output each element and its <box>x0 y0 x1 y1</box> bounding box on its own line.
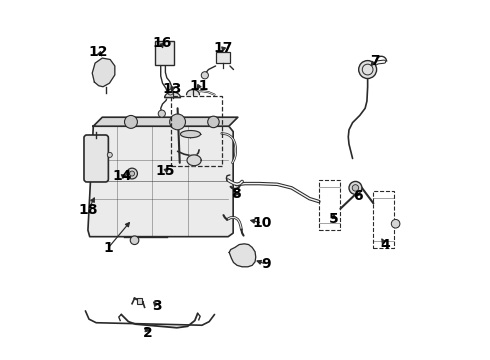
Polygon shape <box>187 90 199 95</box>
Circle shape <box>359 60 377 78</box>
Text: 16: 16 <box>152 36 172 50</box>
Bar <box>137 298 143 304</box>
Polygon shape <box>165 92 180 98</box>
Text: 12: 12 <box>88 45 108 59</box>
Polygon shape <box>180 131 200 138</box>
Circle shape <box>130 236 139 244</box>
Circle shape <box>124 116 137 129</box>
Text: 10: 10 <box>252 216 272 230</box>
Circle shape <box>208 116 219 128</box>
Text: 15: 15 <box>156 164 175 178</box>
Circle shape <box>107 152 112 157</box>
Circle shape <box>352 185 359 191</box>
Text: 18: 18 <box>78 203 98 217</box>
Bar <box>216 52 230 63</box>
Text: 13: 13 <box>163 82 182 95</box>
Polygon shape <box>93 117 238 126</box>
Bar <box>319 180 341 230</box>
Text: 9: 9 <box>262 257 271 271</box>
Circle shape <box>349 181 362 194</box>
FancyBboxPatch shape <box>84 135 108 182</box>
Bar <box>172 96 221 166</box>
Polygon shape <box>88 126 233 237</box>
Text: 1: 1 <box>103 241 113 255</box>
Text: 2: 2 <box>143 327 152 341</box>
Text: 5: 5 <box>329 212 339 226</box>
Text: 6: 6 <box>353 189 363 203</box>
Text: 8: 8 <box>231 186 241 201</box>
Polygon shape <box>229 244 256 267</box>
Circle shape <box>201 72 208 79</box>
Polygon shape <box>92 58 115 87</box>
Text: 4: 4 <box>381 238 391 252</box>
Bar <box>373 191 394 248</box>
Text: 11: 11 <box>189 79 209 93</box>
Text: 3: 3 <box>152 299 162 313</box>
Circle shape <box>158 110 166 117</box>
Circle shape <box>129 171 135 176</box>
Circle shape <box>126 168 137 179</box>
Text: 17: 17 <box>214 41 233 55</box>
Bar <box>155 41 174 65</box>
Circle shape <box>170 114 186 130</box>
Text: 14: 14 <box>113 170 132 183</box>
Polygon shape <box>187 155 201 166</box>
Text: 7: 7 <box>370 54 380 68</box>
Circle shape <box>392 220 400 228</box>
Circle shape <box>168 89 173 95</box>
